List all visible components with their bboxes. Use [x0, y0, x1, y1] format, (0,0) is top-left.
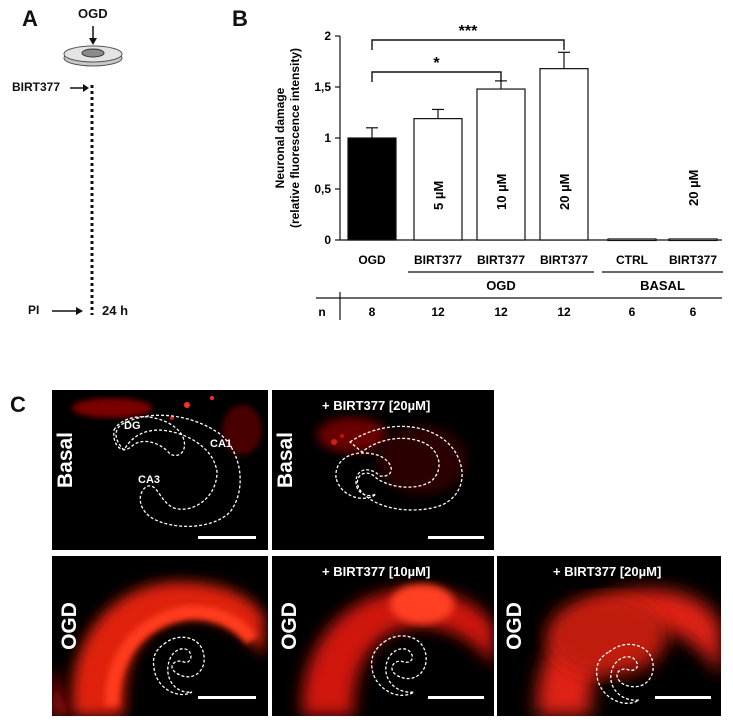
y-tick-label: 0,5 — [314, 182, 331, 196]
dose-label: 5 µM — [431, 181, 446, 210]
panel-label-a: A — [22, 6, 38, 31]
group-label: OGD — [486, 278, 516, 293]
significance-label: *** — [459, 23, 478, 40]
group-label: BASAL — [640, 278, 685, 293]
micrograph-title: + BIRT377 [10µM] — [322, 564, 431, 579]
micrograph-ogd-birt377-10: OGD + BIRT377 [10µM] — [272, 556, 494, 716]
condition-label: Basal — [274, 431, 298, 489]
condition-label: OGD — [502, 602, 526, 650]
condition-label: OGD — [57, 602, 81, 650]
hippocampus-outline — [152, 636, 205, 696]
micrograph-basal-birt377-20: Basal + BIRT377 [20µM] — [272, 390, 494, 550]
dose-label: 20 µM — [557, 174, 572, 210]
n-value: 12 — [431, 305, 445, 319]
scale-bar — [428, 536, 484, 539]
bar — [539, 68, 589, 241]
micrograph-title: + BIRT377 [20µM] — [553, 564, 662, 579]
hippocampus-outline — [348, 425, 463, 511]
hippocampus-outline — [370, 635, 427, 696]
category-label: BIRT377 — [540, 253, 588, 267]
scale-bar — [428, 696, 484, 699]
ogd-label: OGD — [78, 6, 108, 21]
n-value: 6 — [690, 305, 697, 319]
category-label: BIRT377 — [477, 253, 525, 267]
significance-label: * — [433, 55, 440, 72]
bar — [668, 238, 718, 242]
y-tick-label: 1,5 — [314, 80, 331, 94]
bar — [476, 88, 526, 241]
region-label-ca1: CA1 — [210, 438, 233, 450]
bar-chart: 0 0,5 1 1,5 2 Neuronal damage (relative fluore… — [273, 23, 723, 320]
n-label: n — [318, 305, 325, 319]
condition-label: Basal — [54, 431, 78, 489]
micrograph-ogd-birt377-20: OGD + BIRT377 [20µM] — [497, 556, 721, 716]
scale-bar — [198, 536, 256, 539]
dose-label: 20 µM — [686, 170, 701, 206]
birt377-timeline-label: BIRT377 — [12, 80, 61, 94]
n-value: 8 — [369, 305, 376, 319]
n-value: 12 — [557, 305, 571, 319]
category-label: BIRT377 — [414, 253, 462, 267]
drug-arrowhead — [83, 84, 89, 92]
condition-label: OGD — [277, 602, 301, 650]
pi-arrowhead — [76, 307, 83, 315]
category-label: BIRT377 — [669, 253, 717, 267]
scale-bar — [655, 696, 711, 699]
dg-outline — [335, 452, 392, 499]
dg-outline — [113, 416, 186, 456]
micrograph-ogd: OGD — [52, 556, 268, 716]
scale-bar — [198, 696, 256, 699]
culture-dish-icon — [63, 45, 123, 67]
y-tick-label: 2 — [324, 29, 331, 43]
micrograph-basal-control: Basal DG CA1 CA3 — [52, 390, 268, 550]
region-label-ca3: CA3 — [138, 474, 161, 486]
hippocampus-outline — [115, 414, 241, 527]
significance-bracket — [371, 39, 565, 50]
y-axis-subtitle: (relative fluorescence intensity) — [288, 48, 302, 228]
bar — [607, 238, 657, 242]
hippocampus-outline — [595, 643, 654, 704]
category-label: CTRL — [616, 253, 648, 267]
n-value: 6 — [629, 305, 636, 319]
region-label-dg: DG — [124, 420, 141, 432]
micrograph-title: + BIRT377 [20µM] — [322, 398, 431, 413]
y-tick-label: 0 — [324, 233, 331, 247]
y-tick-label: 1 — [324, 131, 331, 145]
panel-label-b: B — [232, 6, 248, 31]
panel-label-c: C — [10, 392, 26, 417]
bar — [413, 118, 463, 241]
significance-bracket — [371, 71, 502, 82]
y-axis-title: Neuronal damage — [273, 87, 287, 188]
time-label: 24 h — [102, 303, 129, 318]
schematic-diagram — [52, 26, 123, 315]
bar — [347, 137, 397, 241]
category-label: OGD — [358, 253, 386, 267]
ogd-arrowhead — [89, 38, 97, 45]
pi-label: PI — [28, 303, 40, 317]
dose-label: 10 µM — [494, 174, 509, 210]
n-value: 12 — [494, 305, 508, 319]
